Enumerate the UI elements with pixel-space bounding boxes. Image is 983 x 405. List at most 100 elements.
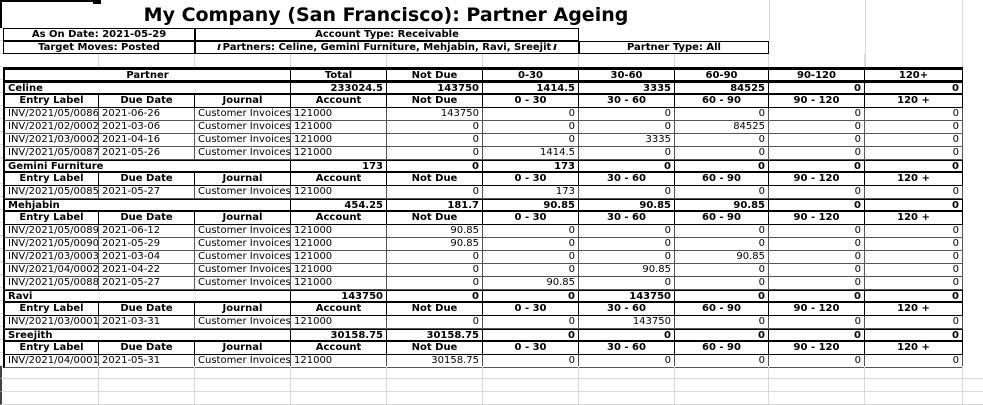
- entry-header-cell[interactable]: Account: [291, 212, 387, 225]
- bucket-90-120-cell[interactable]: 0: [769, 277, 865, 290]
- bucket-30-60-cell[interactable]: 0: [579, 238, 675, 251]
- entry-header-cell[interactable]: 120 +: [865, 342, 963, 355]
- empty-cell[interactable]: [291, 54, 387, 67]
- partner-type-cell[interactable]: Partner Type: All: [579, 41, 769, 54]
- entry-label-cell[interactable]: INV/2021/04/0002: [3, 264, 99, 277]
- entry-header-cell[interactable]: Entry Label: [3, 212, 99, 225]
- entry-label-cell[interactable]: INV/2021/04/0001: [3, 355, 99, 368]
- not-due-cell[interactable]: 0: [387, 121, 483, 134]
- due-date-cell[interactable]: 2021-03-06: [99, 121, 195, 134]
- summary-amount-cell[interactable]: 143750: [579, 290, 675, 303]
- bucket-90-120-cell[interactable]: 0: [769, 225, 865, 238]
- summary-amount-cell[interactable]: 0: [579, 329, 675, 342]
- not-due-cell[interactable]: 0: [387, 277, 483, 290]
- summary-amount-cell[interactable]: 30158.75: [387, 329, 483, 342]
- empty-cell[interactable]: [769, 379, 865, 392]
- summary-amount-cell[interactable]: 0: [483, 329, 579, 342]
- entry-header-cell[interactable]: Due Date: [99, 212, 195, 225]
- entry-header-cell[interactable]: Not Due: [387, 173, 483, 186]
- summary-amount-cell[interactable]: 173: [483, 160, 579, 173]
- summary-amount-cell[interactable]: 0: [769, 329, 865, 342]
- empty-cell[interactable]: [483, 379, 579, 392]
- bucket-120plus-cell[interactable]: 0: [865, 108, 963, 121]
- empty-cell[interactable]: [195, 54, 291, 67]
- bucket-120plus-cell[interactable]: 0: [865, 238, 963, 251]
- header-cell[interactable]: 0-30: [483, 69, 579, 82]
- bucket-0-30-cell[interactable]: 0: [483, 121, 579, 134]
- entry-label-cell[interactable]: INV/2021/05/0088: [3, 277, 99, 290]
- summary-amount-cell[interactable]: 30158.75: [291, 329, 387, 342]
- empty-cell[interactable]: [963, 379, 983, 392]
- entry-label-cell[interactable]: INV/2021/03/0002: [3, 134, 99, 147]
- empty-cell[interactable]: [387, 379, 483, 392]
- empty-cell[interactable]: [865, 379, 963, 392]
- entry-header-cell[interactable]: 60 - 90: [675, 95, 769, 108]
- partner-name-cell[interactable]: Gemini Furniture: [3, 160, 291, 173]
- account-cell[interactable]: 121000: [291, 186, 387, 199]
- summary-amount-cell[interactable]: 233024.5: [291, 82, 387, 95]
- entry-header-cell[interactable]: 60 - 90: [675, 173, 769, 186]
- entry-header-cell[interactable]: 60 - 90: [675, 342, 769, 355]
- summary-amount-cell[interactable]: 0: [769, 82, 865, 95]
- entry-header-cell[interactable]: 30 - 60: [579, 95, 675, 108]
- entry-header-cell[interactable]: Journal: [195, 303, 291, 316]
- entry-header-cell[interactable]: Entry Label: [3, 303, 99, 316]
- empty-cell[interactable]: [195, 366, 291, 379]
- bucket-120plus-cell[interactable]: 0: [865, 186, 963, 199]
- entry-header-cell[interactable]: Due Date: [99, 303, 195, 316]
- bucket-120plus-cell[interactable]: 0: [865, 251, 963, 264]
- entry-label-cell[interactable]: INV/2021/02/0002: [3, 121, 99, 134]
- entry-header-cell[interactable]: 90 - 120: [769, 342, 865, 355]
- bucket-60-90-cell[interactable]: 0: [675, 147, 769, 160]
- summary-amount-cell[interactable]: 0: [675, 160, 769, 173]
- bucket-30-60-cell[interactable]: 0: [579, 147, 675, 160]
- entry-header-cell[interactable]: 90 - 120: [769, 173, 865, 186]
- entry-header-cell[interactable]: 90 - 120: [769, 95, 865, 108]
- bucket-0-30-cell[interactable]: 90.85: [483, 277, 579, 290]
- empty-cell[interactable]: [3, 54, 99, 67]
- empty-cell[interactable]: [675, 366, 769, 379]
- empty-cell[interactable]: [195, 392, 291, 405]
- entry-header-cell[interactable]: 120 +: [865, 303, 963, 316]
- empty-cell[interactable]: [963, 392, 983, 405]
- entry-header-cell[interactable]: 120 +: [865, 95, 963, 108]
- bucket-0-30-cell[interactable]: 0: [483, 316, 579, 329]
- entry-header-cell[interactable]: Not Due: [387, 303, 483, 316]
- bucket-30-60-cell[interactable]: 0: [579, 121, 675, 134]
- bucket-60-90-cell[interactable]: 0: [675, 316, 769, 329]
- bucket-0-30-cell[interactable]: 0: [483, 108, 579, 121]
- entry-header-cell[interactable]: Journal: [195, 173, 291, 186]
- summary-amount-cell[interactable]: 0: [675, 290, 769, 303]
- entry-header-cell[interactable]: 0 - 30: [483, 303, 579, 316]
- bucket-120plus-cell[interactable]: 0: [865, 225, 963, 238]
- empty-cell[interactable]: [3, 379, 99, 392]
- account-cell[interactable]: 121000: [291, 277, 387, 290]
- entry-header-cell[interactable]: Not Due: [387, 212, 483, 225]
- due-date-cell[interactable]: 2021-06-26: [99, 108, 195, 121]
- empty-cell[interactable]: [963, 366, 983, 379]
- summary-amount-cell[interactable]: 0: [769, 160, 865, 173]
- bucket-90-120-cell[interactable]: 0: [769, 121, 865, 134]
- entry-label-cell[interactable]: INV/2021/05/0085: [3, 186, 99, 199]
- header-partner-cell[interactable]: Partner: [3, 69, 291, 82]
- header-cell[interactable]: 60-90: [675, 69, 769, 82]
- summary-amount-cell[interactable]: 143750: [291, 290, 387, 303]
- as-on-date-cell[interactable]: As On Date: 2021-05-29: [3, 28, 195, 41]
- empty-cell[interactable]: [99, 379, 195, 392]
- account-cell[interactable]: 121000: [291, 316, 387, 329]
- not-due-cell[interactable]: 0: [387, 251, 483, 264]
- summary-amount-cell[interactable]: 0: [579, 160, 675, 173]
- empty-cell[interactable]: [195, 379, 291, 392]
- entry-header-cell[interactable]: Entry Label: [3, 173, 99, 186]
- entry-label-cell[interactable]: INV/2021/05/0090: [3, 238, 99, 251]
- bucket-60-90-cell[interactable]: 0: [675, 264, 769, 277]
- bucket-120plus-cell[interactable]: 0: [865, 316, 963, 329]
- journal-cell[interactable]: Customer Invoices: [195, 277, 291, 290]
- header-cell[interactable]: 30-60: [579, 69, 675, 82]
- partner-name-cell[interactable]: Celine: [3, 82, 291, 95]
- not-due-cell[interactable]: 30158.75: [387, 355, 483, 368]
- summary-amount-cell[interactable]: 1414.5: [483, 82, 579, 95]
- journal-cell[interactable]: Customer Invoices: [195, 251, 291, 264]
- bucket-0-30-cell[interactable]: 0: [483, 238, 579, 251]
- summary-amount-cell[interactable]: 0: [865, 329, 963, 342]
